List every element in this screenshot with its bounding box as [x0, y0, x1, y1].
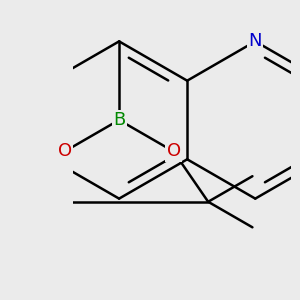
Text: N: N	[248, 32, 262, 50]
Text: B: B	[113, 111, 125, 129]
Text: O: O	[58, 142, 72, 160]
Text: O: O	[167, 142, 181, 160]
